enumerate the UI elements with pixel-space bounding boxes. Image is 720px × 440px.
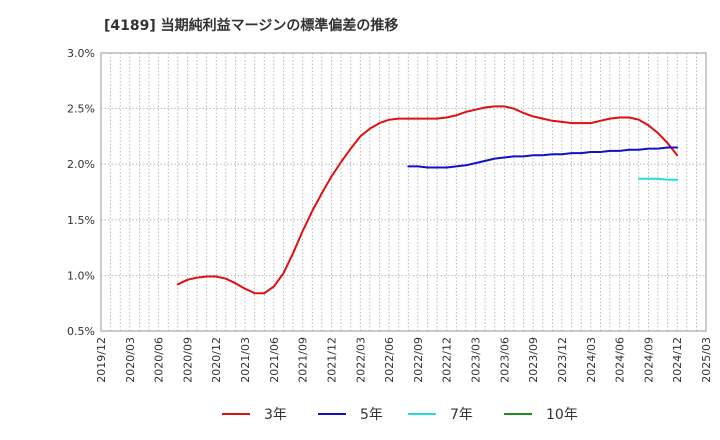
x-tick-label: 2023/06	[498, 337, 511, 383]
x-tick-label: 2023/09	[527, 337, 540, 383]
x-tick-label: 2024/03	[585, 337, 598, 383]
x-tick-label: 2022/06	[383, 337, 396, 383]
series-line-7年	[637, 177, 679, 181]
y-tick-label: 1.0%	[67, 269, 95, 282]
x-tick-label: 2021/12	[325, 337, 338, 383]
y-tick-label: 2.0%	[67, 158, 95, 171]
series-lines	[176, 105, 679, 295]
y-tick-label: 3.0%	[67, 47, 95, 60]
legend: 3年 5年 7年 10年	[222, 407, 578, 423]
legend-label-3年: 3年	[264, 407, 287, 423]
x-tick-label: 2023/12	[556, 337, 569, 383]
y-axis: 0.5% 1.0% 1.5% 2.0% 2.5% 3.0%	[67, 47, 95, 338]
x-tick-label: 2024/06	[614, 337, 627, 383]
x-tick-label: 2024/09	[642, 337, 655, 383]
x-tick-label: 2019/12	[95, 337, 108, 383]
series-line-5年	[407, 146, 679, 169]
x-tick-label: 2022/03	[354, 337, 367, 383]
legend-label-5年: 5年	[360, 407, 383, 423]
x-tick-label: 2021/03	[239, 337, 252, 383]
x-tick-label: 2020/06	[153, 337, 166, 383]
x-tick-label: 2021/06	[268, 337, 281, 383]
plot-frame	[100, 52, 707, 332]
legend-label-7年: 7年	[450, 407, 473, 423]
x-tick-label: 2022/09	[412, 337, 425, 383]
chart-title: [4189] 当期純利益マージンの標準偏差の推移	[104, 17, 398, 34]
y-tick-label: 2.5%	[67, 103, 95, 116]
y-tick-label: 1.5%	[67, 214, 95, 227]
series-line-3年	[176, 105, 679, 295]
x-tick-label: 2020/09	[181, 337, 194, 383]
y-tick-label: 0.5%	[67, 325, 95, 338]
x-tick-label: 2020/03	[124, 337, 137, 383]
x-tick-label: 2024/12	[671, 337, 684, 383]
x-tick-label: 2021/09	[297, 337, 310, 383]
legend-label-10年: 10年	[546, 407, 578, 423]
x-axis: 2019/12 2020/03 2020/06 2020/09 2020/12 2021/…	[95, 337, 713, 383]
x-tick-label: 2020/12	[210, 337, 223, 383]
x-tick-label: 2022/12	[441, 337, 454, 383]
x-tick-label: 2023/03	[470, 337, 483, 383]
x-tick-label: 2025/03	[700, 337, 713, 383]
